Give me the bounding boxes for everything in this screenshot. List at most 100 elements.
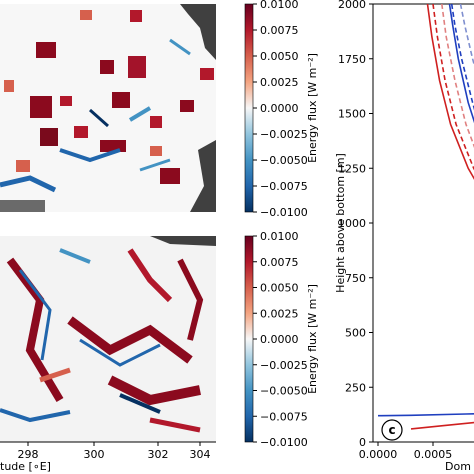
flux-streak [0, 175, 57, 193]
flux-patch [100, 60, 114, 74]
x-tick-label: 298 [18, 448, 39, 461]
flux-streak [107, 375, 201, 406]
colorbar-tick-label: 0.0000 [260, 102, 299, 115]
bottom-map-panel [0, 236, 216, 442]
flux-streak [59, 148, 121, 163]
colorbar-tick-label: 0.0075 [260, 256, 299, 269]
flux-patch [150, 116, 162, 128]
profile-panel: 0 250 500 750 1000 1250 1500 1750 2000 0.0000 0.0… [334, 0, 474, 473]
flux-streak [18, 269, 52, 361]
bottom-map-x-axis: 298 300 302 304 tude [∘E] [0, 441, 216, 473]
colorbar-tick-label: 0.0000 [260, 333, 299, 346]
flux-streak [127, 248, 173, 303]
colorbar-tick-label: 0.0025 [260, 76, 299, 89]
profile-y-label: Height above bottom [m] [334, 153, 347, 293]
flux-streak [177, 258, 204, 341]
flux-patch [60, 96, 72, 106]
profile-series-line [410, 421, 474, 430]
bottom-map-x-label: tude [∘E] [0, 460, 51, 473]
flux-patch [30, 96, 52, 118]
x-tick-label: 300 [84, 448, 105, 461]
colorbar-tick-label: 0.0100 [260, 230, 299, 243]
colorbar-tick-label: 0.0075 [260, 24, 299, 37]
colorbar-top-gradient [244, 3, 254, 213]
x-tick-label: 302 [148, 448, 169, 461]
flux-streak [149, 417, 201, 433]
y-tick-label: 0 [359, 436, 366, 449]
profile-series-line [441, 4, 474, 148]
colorbar-top: 0.0100 0.0075 0.0050 0.0025 0.0000 −0.0025 −0.… [244, 0, 319, 219]
x-tick-label: 0.0000 [359, 448, 398, 461]
colorbar-tick-label: 0.0025 [260, 307, 299, 320]
flux-streak [6, 257, 64, 403]
flux-streak [79, 338, 161, 367]
top-map-field [0, 4, 216, 212]
y-tick-label: 1500 [338, 108, 366, 121]
y-tick-label: 2000 [338, 0, 366, 11]
flux-patch [74, 126, 88, 138]
flux-patch [100, 140, 126, 152]
land-mask [0, 200, 45, 212]
flux-streak [67, 316, 193, 364]
bottom-map-field [0, 236, 216, 433]
flux-patch [36, 42, 56, 58]
flux-streak [39, 367, 71, 383]
flux-streak [89, 108, 109, 128]
colorbar-tick-label: −0.0075 [260, 180, 308, 193]
flux-patch [16, 160, 30, 172]
flux-patch [4, 80, 14, 92]
flux-patch [40, 128, 58, 146]
x-tick-label: 304 [190, 448, 211, 461]
y-tick-label: 1250 [338, 162, 366, 175]
colorbar-bottom-label: Energy flux [W m⁻²] [306, 284, 319, 394]
land-mask [150, 236, 216, 246]
colorbar-tick-label: −0.0100 [260, 206, 308, 219]
flux-streak [0, 408, 71, 423]
colorbar-tick-label: −0.0025 [260, 128, 308, 141]
colorbar-bottom-gradient [244, 235, 254, 443]
flux-patch [112, 92, 130, 108]
colorbar-tick-label: −0.0075 [260, 410, 308, 423]
profile-series-line [459, 4, 474, 67]
colorbar-tick-label: −0.0050 [260, 385, 308, 398]
land-mask [180, 4, 216, 60]
flux-streak [139, 158, 171, 172]
y-tick-label: 750 [345, 272, 366, 285]
y-tick-label: 500 [345, 327, 366, 340]
y-tick-label: 250 [345, 381, 366, 394]
colorbar-tick-label: −0.0100 [260, 436, 308, 449]
profile-series-line [450, 4, 474, 111]
flux-patch [80, 10, 92, 20]
x-tick-label: 0.0005 [414, 448, 453, 461]
profile-series-line [448, 4, 474, 124]
flux-streak [119, 393, 161, 414]
colorbar-tick-label: 0.0050 [260, 50, 299, 63]
y-tick-label: 1000 [338, 217, 366, 230]
colorbar-tick-label: 0.0050 [260, 282, 299, 295]
flux-streak [128, 106, 152, 122]
profile-series-line [432, 4, 474, 171]
colorbar-tick-label: 0.0100 [260, 0, 299, 11]
flux-patch [200, 68, 214, 80]
colorbar-tick-label: −0.0025 [260, 359, 308, 372]
flux-patch [180, 100, 194, 112]
profile-series-line [377, 412, 474, 417]
flux-streak [169, 38, 191, 56]
panel-letter-badge [381, 419, 403, 441]
profile-x-label: Dom [445, 460, 471, 473]
flux-patch [128, 56, 146, 78]
colorbar-top-label: Energy flux [W m⁻²] [306, 53, 319, 163]
profile-plot-area [372, 3, 474, 443]
flux-patch [150, 146, 162, 156]
panel-letter: c [388, 423, 395, 437]
y-tick-label: 1750 [338, 53, 366, 66]
flux-streak [59, 248, 91, 264]
land-mask [190, 140, 216, 212]
profile-series-line [426, 4, 474, 180]
top-map-panel [0, 4, 216, 212]
flux-patch [160, 168, 180, 184]
flux-patch [130, 10, 142, 22]
colorbar-bottom: 0.0100 0.0075 0.0050 0.0025 0.0000 −0.0025 −0.… [244, 230, 319, 449]
colorbar-tick-label: −0.0050 [260, 154, 308, 167]
